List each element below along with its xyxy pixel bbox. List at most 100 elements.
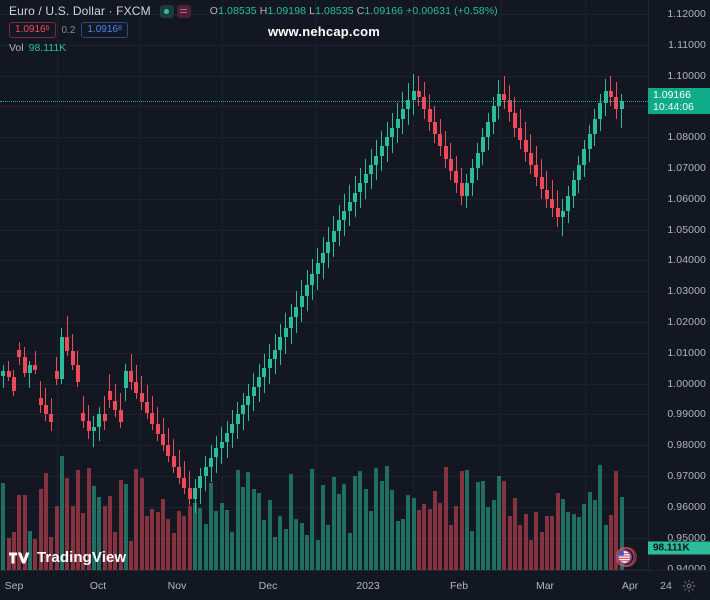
- candle-body: [374, 155, 379, 165]
- volume-bar: [150, 509, 155, 570]
- volume-bar: [326, 525, 331, 570]
- tradingview-branding[interactable]: TradingView: [9, 549, 126, 566]
- candle-body: [598, 103, 603, 119]
- candle-wick: [621, 94, 622, 128]
- grid-line-vertical: [585, 0, 586, 570]
- candle-body: [342, 211, 347, 221]
- volume-bar: [544, 516, 549, 570]
- volume-label: Vol: [9, 42, 24, 54]
- candle-body: [550, 198, 555, 208]
- grid-line-horizontal: [0, 137, 648, 139]
- candle-body: [438, 134, 443, 147]
- volume-bar: [619, 496, 624, 570]
- candle-body: [33, 365, 38, 370]
- gear-icon[interactable]: [682, 579, 696, 593]
- candle-body: [486, 121, 491, 138]
- volume-bar: [592, 500, 597, 570]
- volume-bar: [374, 467, 379, 570]
- volume-bar: [65, 478, 70, 570]
- legend-volume-row: Vol 98.111K: [9, 41, 498, 55]
- current-price-tag: 1.09166 10:44:06: [648, 88, 710, 115]
- candle-body: [518, 127, 523, 141]
- volume-bar: [400, 518, 405, 570]
- volume-bar: [422, 503, 427, 570]
- candle-body: [321, 252, 325, 264]
- candle-body: [496, 94, 501, 107]
- grid-line-vertical: [57, 0, 58, 570]
- volume-bar: [27, 531, 32, 570]
- open-value: 1.08535: [218, 4, 257, 17]
- candle-wick: [66, 315, 68, 356]
- candle-body: [166, 445, 171, 456]
- candle-body: [305, 285, 309, 296]
- volume-bar: [70, 505, 75, 570]
- candle-body: [129, 371, 134, 383]
- candle-wick: [189, 471, 191, 506]
- candle-body: [528, 152, 533, 165]
- symbol-title[interactable]: Euro / U.S. Dollar · FXCM: [9, 3, 151, 18]
- indicator-visibility-dot-icon[interactable]: [159, 4, 174, 18]
- candle-body: [566, 195, 571, 211]
- volume-bar: [145, 516, 150, 570]
- candle-body: [91, 426, 96, 432]
- volume-bar: [299, 523, 304, 570]
- price-axis-tick: 0.95000: [667, 531, 706, 544]
- volume-bar: [534, 511, 539, 570]
- indicator-settings-lines-icon[interactable]: [176, 4, 191, 18]
- grid-line-horizontal: [0, 44, 648, 46]
- candle-body: [507, 100, 512, 113]
- candle-body: [385, 137, 389, 147]
- volume-bar: [454, 506, 459, 570]
- volume-bar: [161, 498, 166, 570]
- volume-bar: [310, 469, 315, 570]
- candle-body: [587, 134, 592, 150]
- candle-body: [283, 328, 288, 338]
- volume-bar: [118, 480, 123, 570]
- volume-bar: [321, 484, 325, 570]
- price-scale[interactable]: 1.09166 10:44:06 98.111K 1.12000 1.11000 1…: [648, 0, 710, 575]
- price-axis-tick: 1.04000: [667, 254, 706, 267]
- volume-bar: [614, 471, 619, 570]
- grid-line-horizontal: [0, 75, 648, 77]
- site-watermark: www.nehcap.com: [267, 24, 381, 39]
- volume-bar: [251, 489, 256, 570]
- volume-bar: [555, 492, 560, 570]
- volume-bar: [443, 466, 448, 570]
- volume-bar: [427, 508, 432, 570]
- spread-value: 0.2: [61, 24, 76, 36]
- grid-line-vertical: [140, 0, 141, 570]
- grid-line-horizontal: [0, 167, 648, 169]
- us-flag-event-icon[interactable]: [616, 544, 642, 570]
- bid-price-badge[interactable]: 1.0916 6: [9, 22, 56, 38]
- volume-bar: [129, 540, 134, 570]
- time-axis-tick: Nov: [167, 580, 187, 592]
- candle-body: [576, 164, 581, 181]
- volume-bar: [17, 494, 22, 570]
- time-scale[interactable]: Sep Oct Nov Dec 2023 Feb Mar Apr 24: [0, 570, 710, 600]
- volume-value: 98.111K: [28, 42, 67, 54]
- volume-bar: [214, 510, 219, 570]
- candle-body: [150, 412, 155, 424]
- candle-body: [582, 149, 587, 165]
- candle-body: [614, 97, 619, 110]
- close-label: C: [356, 4, 365, 17]
- volume-bar: [507, 516, 512, 570]
- volume-bar: [512, 497, 517, 570]
- ask-price-badge[interactable]: 1.0916 8: [81, 22, 128, 38]
- chart-plot-area[interactable]: [0, 0, 648, 570]
- price-axis-tick: 1.12000: [667, 7, 706, 20]
- volume-bar: [294, 518, 299, 570]
- candle-body: [416, 90, 421, 98]
- volume-bar: [273, 537, 277, 570]
- candle-body: [379, 146, 384, 156]
- volume-bar: [363, 489, 368, 570]
- candle-body: [107, 391, 112, 401]
- candle-wick: [146, 385, 148, 419]
- volume-bar: [502, 481, 507, 570]
- legend-toggle-buttons: [159, 4, 191, 18]
- candle-body: [203, 466, 208, 476]
- volume-bar: [315, 539, 320, 570]
- tradingview-logo-icon: [9, 552, 30, 563]
- candle-wick: [40, 380, 41, 413]
